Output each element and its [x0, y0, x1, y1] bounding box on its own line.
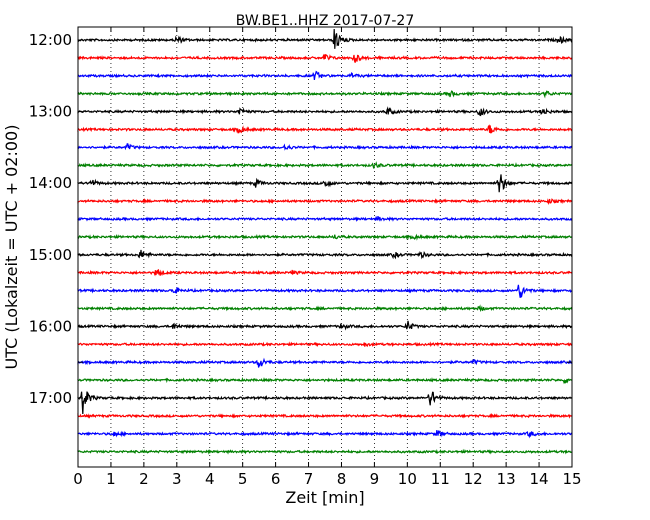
- y-axis-label: UTC (Lokalzeit = UTC + 02:00): [2, 125, 21, 370]
- trace-17-45: [77, 448, 573, 455]
- trace-15-30: [77, 284, 573, 298]
- trace-17-30: [77, 429, 573, 439]
- y-tick-label: 17:00: [29, 389, 72, 407]
- x-tick-label: 14: [530, 470, 549, 488]
- trace-16-30: [77, 357, 573, 368]
- trace-17-15: [77, 412, 573, 419]
- x-tick-label: 10: [398, 470, 417, 488]
- vertical-grid: [110, 27, 540, 467]
- x-tick-label: 0: [73, 470, 83, 488]
- y-axis-ticks: 12:00 13:00 14:00 15:00 16:00 17:00: [29, 31, 572, 407]
- y-tick-label: 15:00: [29, 246, 72, 264]
- x-tick-label: 8: [337, 470, 347, 488]
- x-tick-label: 7: [304, 470, 314, 488]
- trace-12-00: [77, 28, 573, 49]
- trace-14-15: [77, 198, 573, 205]
- trace-16-00: [77, 320, 573, 331]
- x-tick-label: 15: [562, 470, 581, 488]
- x-tick-label: 3: [172, 470, 182, 488]
- trace-14-00: [77, 174, 573, 193]
- trace-16-15: [77, 341, 573, 348]
- y-tick-label: 12:00: [29, 31, 72, 49]
- y-tick-label: 16:00: [29, 317, 72, 335]
- trace-17-00: [77, 391, 573, 414]
- trace-14-30: [77, 215, 573, 223]
- x-axis-label: Zeit [min]: [285, 488, 364, 507]
- trace-15-45: [77, 304, 573, 313]
- x-tick-label: 13: [497, 470, 516, 488]
- y-tick-label: 13:00: [29, 103, 72, 121]
- x-tick-label: 5: [238, 470, 248, 488]
- trace-12-15: [77, 53, 573, 63]
- chart-title: BW.BE1..HHZ 2017-07-27: [236, 13, 415, 29]
- x-tick-label: 12: [464, 470, 483, 488]
- trace-15-00: [77, 249, 573, 260]
- trace-16-45: [77, 377, 573, 385]
- trace-series: [77, 28, 573, 455]
- trace-15-15: [77, 269, 573, 277]
- y-tick-label: 14:00: [29, 174, 72, 192]
- x-tick-label: 9: [370, 470, 380, 488]
- x-axis-ticks: 0 1 2 3 4 5 6 7 8 9 10 11 12 13 14 15: [73, 27, 582, 488]
- trace-13-45: [77, 161, 573, 169]
- x-tick-label: 6: [271, 470, 281, 488]
- x-tick-label: 11: [431, 470, 450, 488]
- plot-frame: [77, 26, 573, 468]
- trace-13-15: [77, 124, 573, 134]
- x-tick-label: 1: [106, 470, 116, 488]
- x-tick-label: 4: [205, 470, 215, 488]
- trace-14-45: [77, 233, 573, 241]
- trace-12-30: [77, 70, 573, 81]
- trace-12-45: [77, 90, 573, 99]
- x-tick-label: 2: [139, 470, 149, 488]
- trace-13-30: [77, 143, 573, 151]
- trace-13-00: [77, 106, 573, 117]
